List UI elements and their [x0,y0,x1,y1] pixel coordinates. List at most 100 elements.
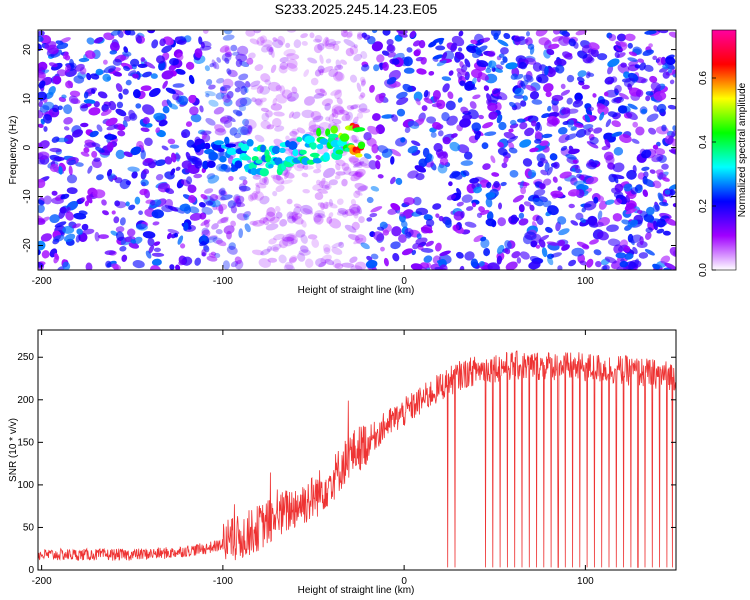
spectrogram-cell [356,82,362,92]
spectrogram-cell [336,198,344,205]
spectrogram-cell [132,73,139,79]
spectrogram-cell [560,89,571,96]
spectrogram-cell [216,57,222,63]
spectrogram-cell [62,51,69,60]
spectrogram-cell [623,77,635,88]
spectrogram-cell [482,163,491,170]
spectrogram-cell [307,234,318,240]
spectrogram-cell [555,64,565,74]
spectrogram-signal-cell [260,144,266,153]
spectrogram-cell [403,197,415,206]
spectrogram-signal-cell [259,168,269,177]
spectrogram-cell [320,177,326,186]
spectrogram-cell [425,153,433,163]
spectrogram-cell [346,105,355,111]
spectrogram-cell [272,175,285,185]
spectrogram-cell [286,91,299,102]
spectrogram-cell [49,147,62,153]
spectrogram-signal-cell [246,139,254,147]
spectrogram-cell [328,198,334,207]
spectrogram-cell [488,111,498,120]
spectrogram-cell [587,216,598,226]
spectrogram-signal-cell [312,157,323,164]
spectrogram-cell [454,51,465,60]
spectrogram-cell [140,127,150,132]
spectrogram-cell [539,183,546,190]
spectrogram-cell [627,57,638,62]
spectrogram-cell [500,47,509,55]
spectrogram-cell [386,76,397,85]
spectrogram-cell [532,62,542,72]
spectrogram-cell [577,70,587,78]
spectrogram-cell [201,252,206,257]
spectrogram-cell [485,67,492,74]
spectrogram-cell [637,58,645,63]
spectrogram-signal-cell [241,155,252,161]
spectrogram-cell [48,86,56,95]
spectrogram-signal-cell [316,127,322,137]
spectrogram-cell [275,174,281,181]
spectrogram-cell [222,94,232,103]
spectrogram-cell [139,188,148,196]
spectrogram-cell [452,224,460,232]
snr-y-tick-label: 250 [17,352,34,363]
spectrogram-cell [239,97,252,107]
spectrogram-cell [498,53,505,58]
spectrogram-cell [287,96,296,102]
spectrogram-cell [110,30,121,36]
spectrogram-cell [313,214,324,225]
spectrogram-cell [328,212,334,218]
spectrogram-cell [406,47,413,53]
spectrogram-cell [75,162,84,167]
spectrogram-cell [523,201,532,207]
spectrogram-cell [390,202,401,211]
spectrogram-cell [586,258,594,268]
spectrogram-cell [671,130,676,138]
spectrogram-cell [291,217,297,222]
spectrogram-cell [115,108,127,117]
spectrogram-cell [377,174,384,179]
spectrogram-cell [291,213,303,221]
spectrogram-cell [202,30,209,34]
spectrogram-cell [272,97,277,106]
spectrogram-cell [93,157,101,162]
spectrogram-cell [59,206,67,214]
spectrogram-cell [60,193,70,200]
spectrogram-cell [396,91,408,100]
spectrogram-cell [102,59,108,65]
spectrogram-cell [144,137,153,147]
spectrogram-cell [312,115,324,123]
spectrogram-cell [215,92,225,100]
spectrogram-cell [431,102,442,108]
spectrogram-cell [167,138,176,145]
spectrogram-cell [250,84,262,90]
spectrogram-cell [169,57,179,66]
spectrogram-cell [183,222,189,231]
spectrogram-cell [645,227,653,233]
spectrogram-cell [533,197,544,207]
spectrogram-cell [561,244,570,251]
spectrogram-cell [297,127,306,134]
spectrogram-cell [399,212,405,217]
spectrogram-cell [153,112,166,121]
spectrogram-cell [662,64,669,70]
spectrogram-cell [398,32,408,38]
spectrogram-cell [658,201,669,207]
spectrogram-cell [220,217,229,224]
spectrogram-cell [247,125,253,135]
spectrogram-cell [224,57,230,64]
spectrogram-cell [581,244,590,250]
spectrogram-x-tick-label: -100 [213,276,233,287]
spectrogram-cell [496,91,508,101]
spectrogram-cell [423,89,429,98]
spectrogram-cell [437,151,448,159]
spectrogram-cell [519,251,530,260]
spectrogram-cell [459,118,471,128]
spectrogram-cell [185,61,195,70]
spectrogram-cell [459,80,466,87]
spectrogram-cell [343,166,352,175]
colorbar: 0.0 0.2 0.4 0.6 Normalized spectral amplitu… [698,29,748,277]
spectrogram-cell [252,219,265,227]
spectrogram-cell [289,130,298,137]
spectrogram-cell [546,241,559,246]
